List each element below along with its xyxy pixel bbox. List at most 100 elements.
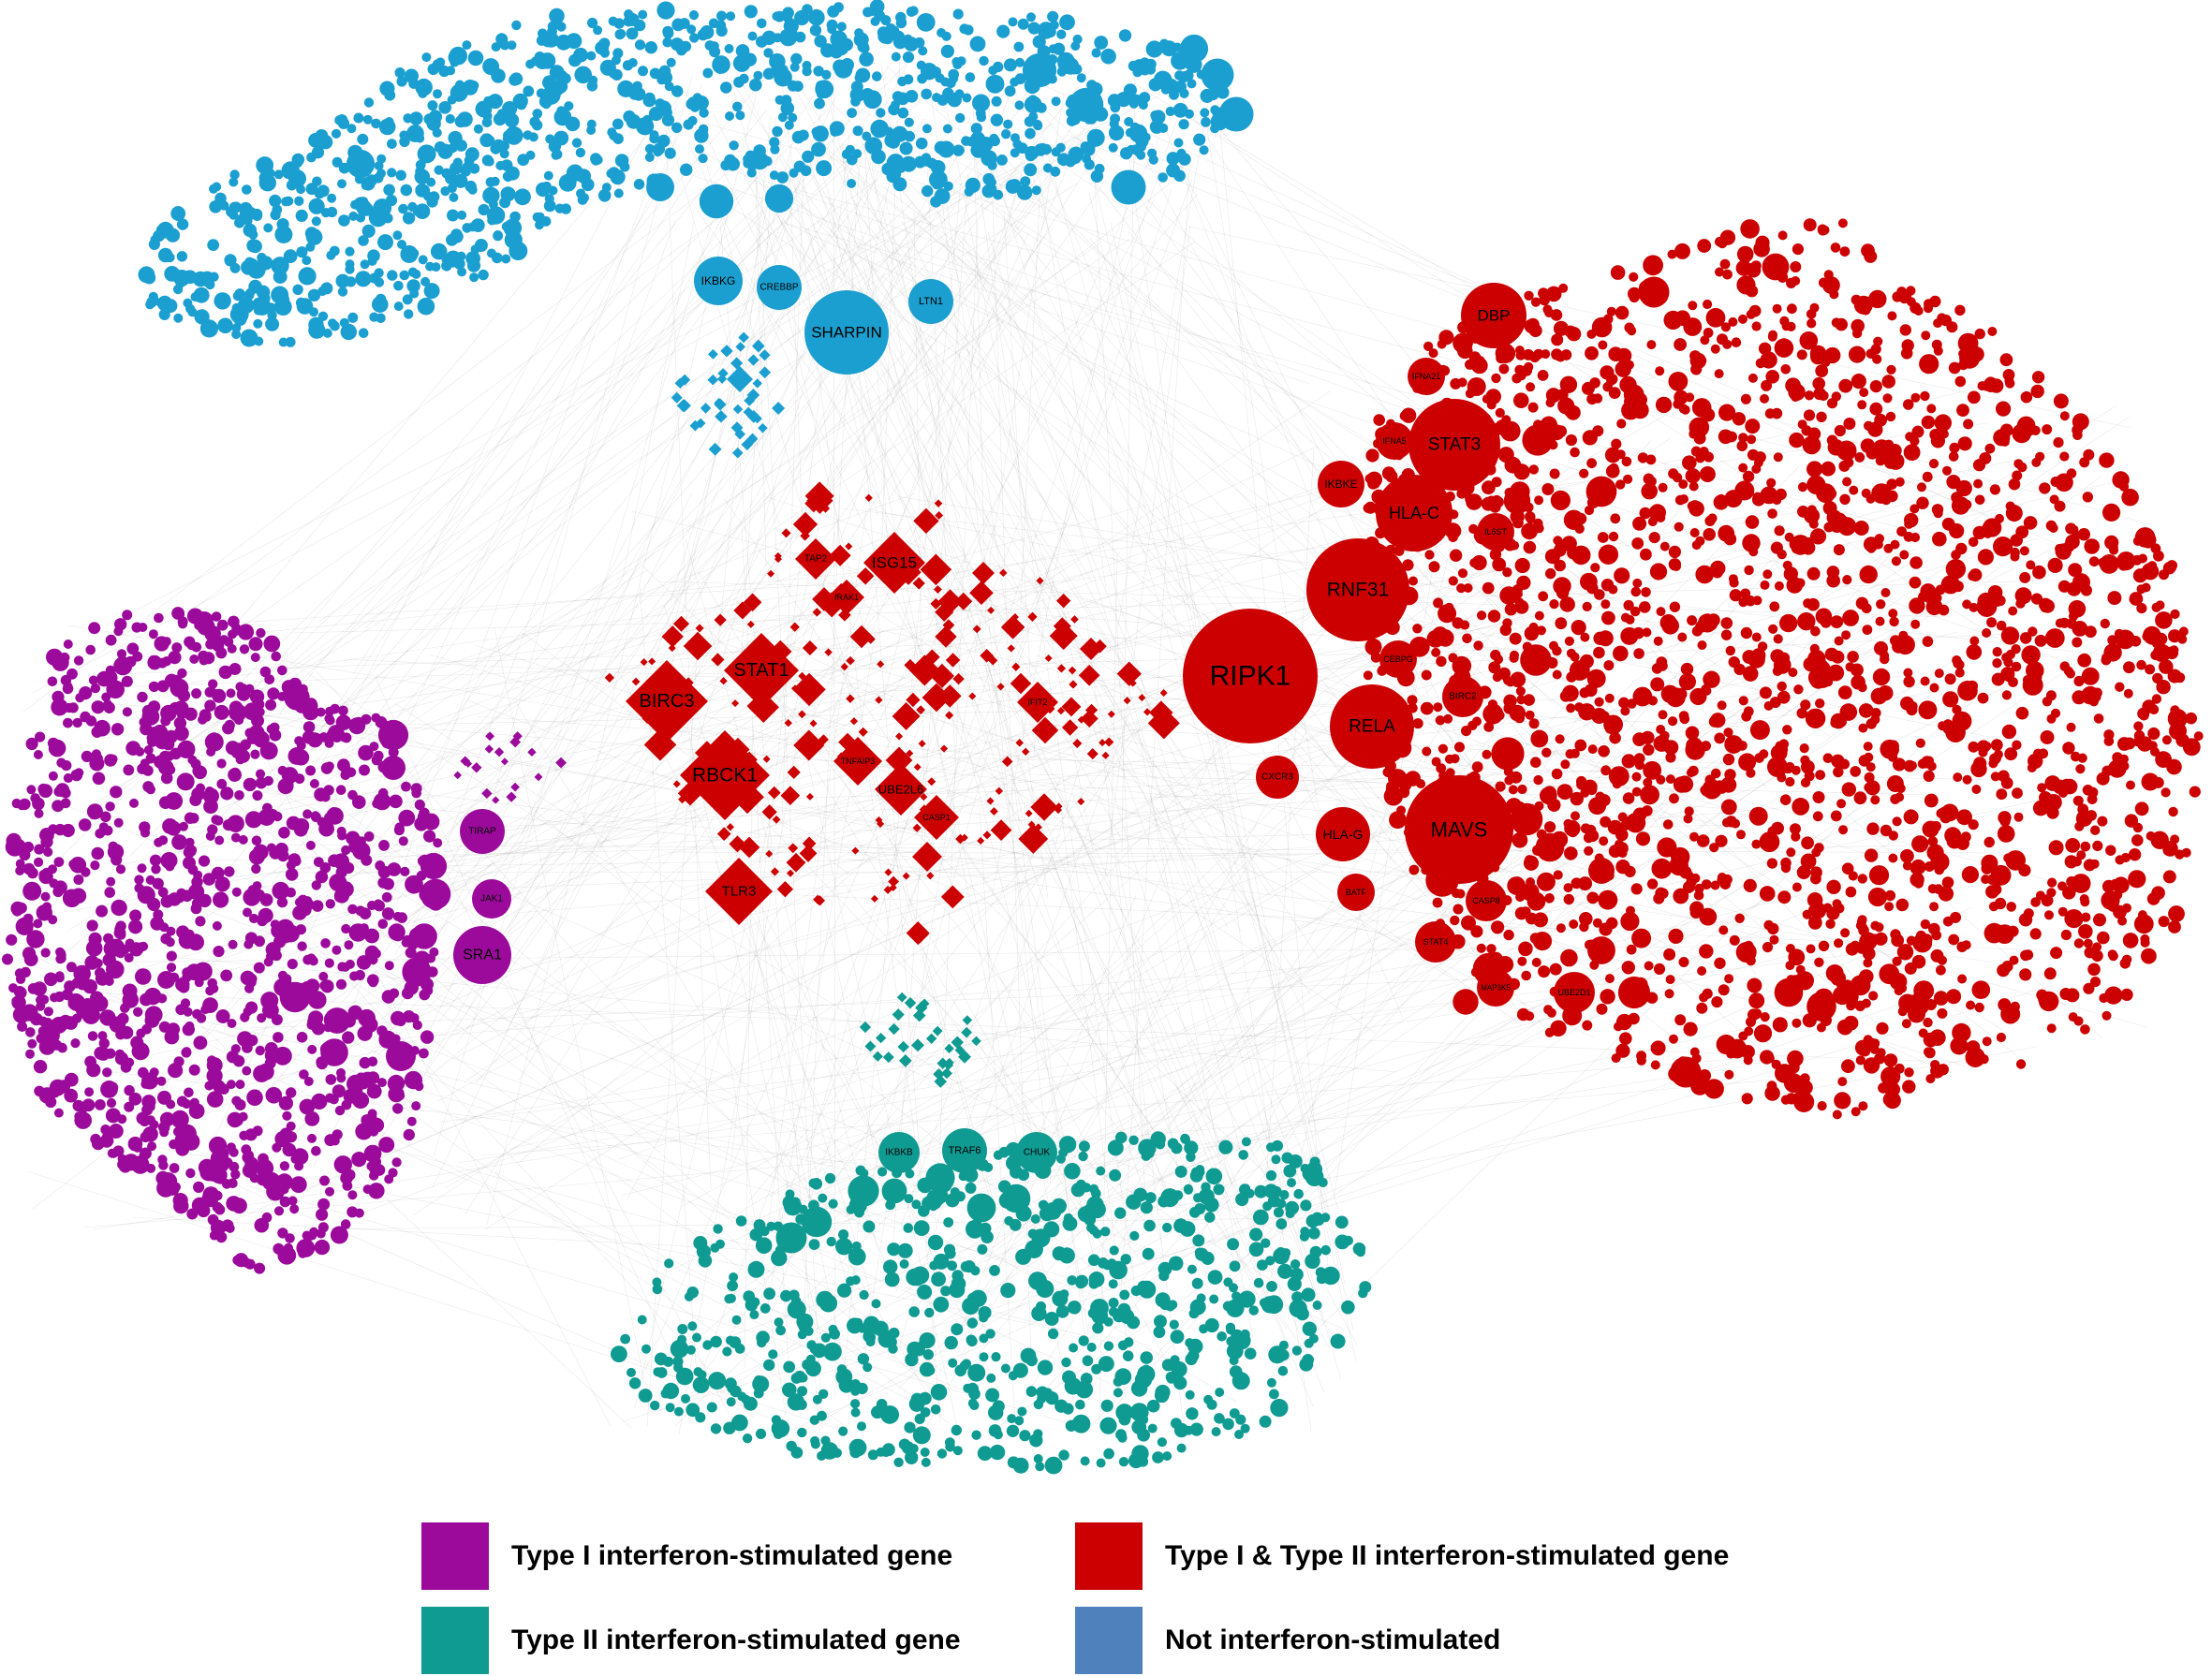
- node-isg-both: [1686, 737, 1703, 755]
- node-isg-type1: [106, 1097, 117, 1109]
- node-isg-both: [2158, 916, 2170, 928]
- node-isg-both-diamond: [683, 631, 713, 661]
- node-isg-type1: [129, 909, 142, 922]
- node-not-isg: [715, 20, 727, 31]
- node-isg-type1: [340, 1219, 351, 1229]
- edge: [939, 182, 1052, 1184]
- node-isg-both-diamond: [1053, 617, 1071, 636]
- node-isg-both: [1792, 801, 1805, 813]
- node-isg-both: [1598, 544, 1619, 565]
- node-isg-both: [2141, 948, 2157, 964]
- node-isg-both: [1797, 482, 1808, 493]
- node-isg-both: [1906, 704, 1918, 716]
- node-isg-both: [1620, 819, 1632, 831]
- node-isg-both: [1579, 687, 1590, 698]
- edge: [840, 507, 2125, 658]
- node-not-isg: [1094, 163, 1105, 174]
- edge: [922, 551, 1163, 1244]
- node-isg-both: [2072, 413, 2089, 431]
- node-isg-both: [1600, 765, 1612, 776]
- node-not-isg: [1158, 123, 1169, 133]
- node-isg-type1: [286, 1121, 296, 1131]
- node-isg-both-diamond: [812, 587, 836, 611]
- node-isg-both-diamond: [935, 510, 944, 520]
- edge: [788, 778, 1929, 1441]
- node-not-isg: [906, 7, 917, 17]
- node-isg-type1: [216, 619, 229, 631]
- node-isg-both-diamond: [761, 804, 777, 820]
- edge: [405, 774, 1728, 860]
- node-not-isg: [470, 218, 485, 233]
- node-isg-type1: [191, 641, 202, 653]
- node-isg-both: [1920, 390, 1930, 402]
- node-isg-both: [2015, 706, 2029, 720]
- node-isg-both-diamond: [780, 786, 801, 806]
- node-not-isg: [491, 42, 501, 52]
- node-isg-both: [1950, 911, 1962, 923]
- node-isg-both: [1476, 943, 1486, 953]
- node-isg-both: [1707, 513, 1718, 523]
- node-isg-both: [1870, 714, 1880, 725]
- node-isg-both-diamond: [858, 727, 868, 737]
- edge: [723, 497, 1318, 1370]
- node-isg-both: [1825, 964, 1844, 982]
- node-isg-both-diamond: [738, 836, 760, 859]
- node-not-isg: [449, 192, 459, 202]
- node-isg-both: [1911, 425, 1924, 438]
- node-isg-type1: [366, 1083, 382, 1099]
- node-isg-both: [1743, 878, 1757, 893]
- node-isg-type1: [302, 809, 313, 819]
- node-not-isg: [915, 137, 928, 150]
- node-not-isg: [990, 136, 1000, 147]
- node-isg-type1: [128, 1092, 142, 1106]
- node-isg-both: [1619, 1032, 1632, 1045]
- node-isg-type1: [250, 749, 260, 759]
- node-isg-both: [2071, 874, 2091, 893]
- node-isg-both: [1570, 791, 1585, 806]
- node-isg-type1: [22, 913, 34, 924]
- node-isg-both: [1787, 1050, 1804, 1067]
- node-isg-type1: [299, 1098, 316, 1115]
- node-isg-both: [1542, 304, 1553, 315]
- edge: [509, 779, 2128, 1150]
- edge: [822, 897, 887, 1210]
- node-isg-type1: [34, 808, 44, 818]
- node-isg-both: [1949, 522, 1965, 539]
- node-isg-type1: [337, 758, 350, 772]
- node-isg-both: [1760, 1012, 1770, 1022]
- node-isg-both: [2080, 1024, 2090, 1035]
- node-isg-both: [1408, 864, 1420, 875]
- edge: [353, 101, 679, 1005]
- edge: [38, 109, 829, 879]
- node-not-isg: [446, 66, 456, 76]
- node-isg-both: [1956, 941, 1968, 952]
- node-not-isg: [942, 124, 952, 134]
- node-isg-both: [1560, 948, 1578, 967]
- node-not-isg: [358, 328, 369, 339]
- node-not-isg: [972, 94, 990, 112]
- edge: [1150, 801, 1243, 933]
- node-not-isg: [415, 159, 426, 170]
- edge: [214, 719, 1404, 1229]
- node-not-isg: [466, 258, 481, 272]
- node-not-isg: [475, 100, 493, 118]
- node-isg-both: [1779, 794, 1792, 805]
- edge: [375, 169, 1188, 814]
- node-isg-both: [1699, 907, 1718, 926]
- node-isg-both: [2112, 471, 2130, 489]
- node-isg-both: [2050, 477, 2061, 487]
- node-not-isg: [1166, 152, 1180, 166]
- node-not-isg: [1004, 85, 1016, 97]
- node-not-isg: [445, 113, 455, 125]
- edge: [1110, 222, 1346, 1285]
- node-isg-both: [1774, 581, 1784, 591]
- node-isg-type1: [301, 898, 315, 911]
- node-isg-type1: [202, 997, 218, 1013]
- node-isg-both-diamond: [1010, 672, 1032, 695]
- node-not-isg: [794, 9, 810, 26]
- node-not-isg: [414, 169, 431, 184]
- node-isg-both: [1892, 816, 1902, 827]
- node-isg-both: [1740, 219, 1760, 239]
- edge: [913, 211, 926, 871]
- node-isg-both: [2008, 606, 2018, 616]
